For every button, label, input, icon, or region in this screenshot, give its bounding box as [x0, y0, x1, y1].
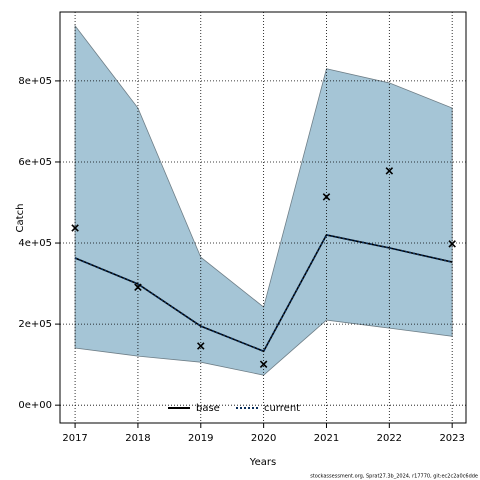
- point: [197, 342, 205, 350]
- y-tick-label: 6e+05: [18, 157, 52, 168]
- x-tick-label: 2022: [377, 433, 402, 444]
- point: [322, 193, 331, 201]
- legend-label: current: [264, 403, 300, 414]
- y-axis-label: Catch: [15, 204, 26, 233]
- footnote: stockassessment.org, Sprat27.3b_2024, r1…: [310, 474, 478, 480]
- legend-label: base: [196, 403, 220, 414]
- plot-frame: [59, 11, 467, 424]
- x-axis-label: Years: [249, 457, 276, 468]
- point: [259, 360, 268, 368]
- point: [134, 283, 142, 291]
- y-tick-label: 2e+05: [18, 319, 52, 330]
- x-tick-label: 2019: [188, 433, 213, 444]
- x-tick-label: 2020: [251, 433, 276, 444]
- y-tick-label: 0e+00: [18, 400, 52, 411]
- series-line: [74, 234, 453, 353]
- x-tick-label: 2018: [125, 433, 150, 444]
- point: [71, 224, 79, 232]
- y-tick-label: 4e+05: [18, 238, 52, 249]
- x-tick-label: 2023: [439, 433, 464, 444]
- y-tick-label: 8e+05: [18, 76, 52, 87]
- point: [385, 167, 394, 175]
- x-tick-label: 2017: [62, 433, 87, 444]
- x-tick-label: 2021: [314, 433, 339, 444]
- point: [448, 240, 456, 248]
